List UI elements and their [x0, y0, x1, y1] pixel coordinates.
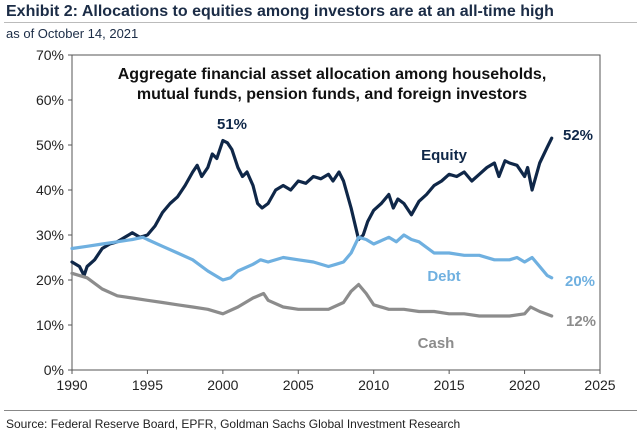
y-tick-label: 30%	[36, 227, 64, 243]
plot-area-frame	[71, 54, 601, 371]
title-divider	[4, 22, 637, 23]
annotation-equity-equity: Equity	[421, 147, 467, 164]
chart-axes	[71, 54, 601, 371]
y-tick-label: 10%	[36, 317, 64, 333]
x-tick-label: 2025	[584, 377, 615, 393]
series-line-debt	[70, 233, 554, 282]
y-tick-label: 70%	[36, 47, 64, 63]
annotations: 51% 52% Equity Debt 20% 12% Cash	[217, 116, 596, 352]
x-tick-label: 1990	[56, 377, 87, 393]
y-tick-label: 40%	[36, 182, 64, 198]
chart-title-line-1: Aggregate financial asset allocation amo…	[118, 66, 547, 83]
x-axis-ticks: 1990 1995 2000 2005 2010 2015 2020 2025	[56, 370, 616, 393]
as-of-date: as of October 14, 2021	[6, 26, 139, 41]
allocation-line-chart: 1990 1995 2000 2005 2010 2015 2020 2025 0% 10% 20…	[36, 47, 616, 393]
y-tick-label: 0%	[44, 362, 64, 378]
x-tick-label: 2010	[358, 377, 389, 393]
annotation-cash-12pct: 12%	[566, 313, 596, 330]
x-tick-label: 2015	[434, 377, 465, 393]
annotation-cash-cash: Cash	[418, 335, 455, 352]
annotation-equity-51pct: 51%	[217, 116, 247, 133]
x-tick-label: 2000	[207, 377, 238, 393]
y-tick-label: 20%	[36, 272, 64, 288]
series-line-cash	[70, 271, 554, 318]
exhibit-title: Exhibit 2: Allocations to equities among…	[6, 3, 554, 20]
y-axis-ticks: 0% 10% 20% 30% 40% 50% 60% 70%	[36, 47, 72, 378]
series-lines	[70, 136, 554, 318]
y-tick-label: 60%	[36, 92, 64, 108]
annotation-equity-52pct: 52%	[563, 127, 593, 144]
series-line-equity	[70, 136, 554, 278]
annotation-debt-debt: Debt	[427, 268, 460, 285]
x-tick-label: 1995	[132, 377, 163, 393]
annotation-debt-20pct: 20%	[565, 273, 595, 290]
source-note: Source: Federal Reserve Board, EPFR, Gol…	[6, 417, 461, 431]
y-tick-label: 50%	[36, 137, 64, 153]
chart-title-line-2: mutual funds, pension funds, and foreign…	[137, 86, 527, 103]
x-tick-label: 2005	[283, 377, 314, 393]
x-tick-label: 2020	[509, 377, 540, 393]
source-divider	[4, 410, 637, 411]
